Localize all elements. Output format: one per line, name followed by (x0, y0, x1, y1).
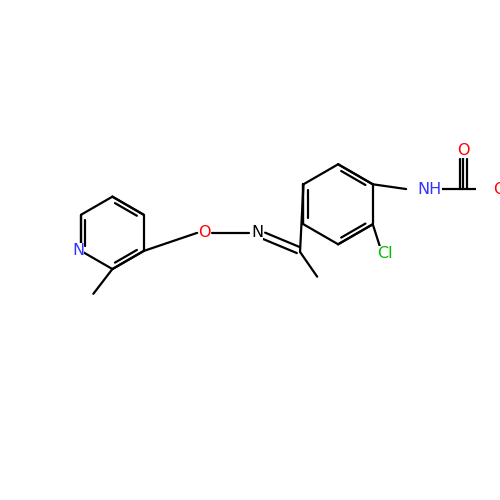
Text: NH: NH (418, 182, 442, 196)
Text: N: N (251, 226, 263, 240)
Text: Cl: Cl (378, 246, 393, 262)
Text: O: O (198, 226, 211, 240)
Text: O: O (457, 144, 469, 158)
Text: O: O (493, 182, 500, 196)
Text: N: N (72, 244, 85, 258)
